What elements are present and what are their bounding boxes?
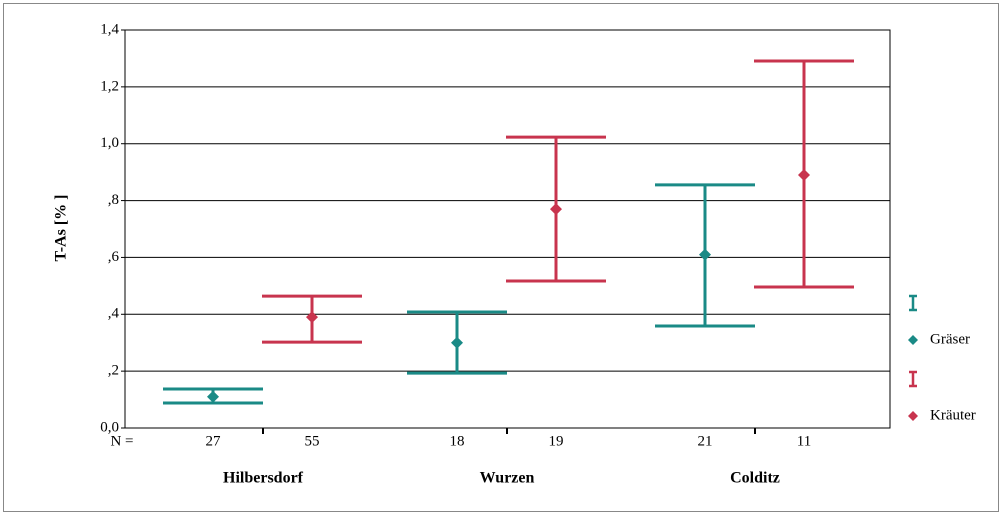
y-tick-label: ,2 <box>108 363 119 379</box>
n-label-value: 18 <box>450 433 465 449</box>
legend-marker <box>908 335 918 345</box>
x-tick-label: Hilbersdorf <box>223 470 304 487</box>
mean-marker <box>306 311 318 324</box>
mean-marker <box>550 203 562 216</box>
legend-label: Kräuter <box>930 407 976 423</box>
n-label-value: 19 <box>549 433 564 449</box>
y-tick-label: 0,0 <box>100 419 119 435</box>
n-label-value: 55 <box>305 433 320 449</box>
legend-marker <box>908 411 918 421</box>
legend-errorbar-icon <box>909 370 917 388</box>
y-tick-label: 1,2 <box>100 78 119 94</box>
n-label-value: 11 <box>797 433 811 449</box>
mean-marker <box>451 336 463 349</box>
legend-errorbar-icon <box>909 294 917 312</box>
y-tick-label: 1,0 <box>100 135 119 151</box>
n-label-value: 21 <box>698 433 713 449</box>
mean-marker <box>207 390 219 403</box>
x-tick-label: Colditz <box>730 470 780 487</box>
plot-frame <box>124 29 891 429</box>
legend-label: Gräser <box>930 331 970 347</box>
mean-marker <box>699 248 711 261</box>
y-tick-label: 1,4 <box>100 21 119 37</box>
y-tick-label: ,6 <box>108 249 120 265</box>
y-tick-label: ,8 <box>108 192 119 208</box>
n-label: N = <box>110 433 133 449</box>
y-tick-label: ,4 <box>108 306 120 322</box>
mean-marker <box>798 168 810 181</box>
x-tick-label: Wurzen <box>480 470 535 487</box>
n-label-value: 27 <box>206 433 222 449</box>
frame <box>3 3 999 512</box>
y-axis-label: T-As [% ] <box>53 195 70 262</box>
